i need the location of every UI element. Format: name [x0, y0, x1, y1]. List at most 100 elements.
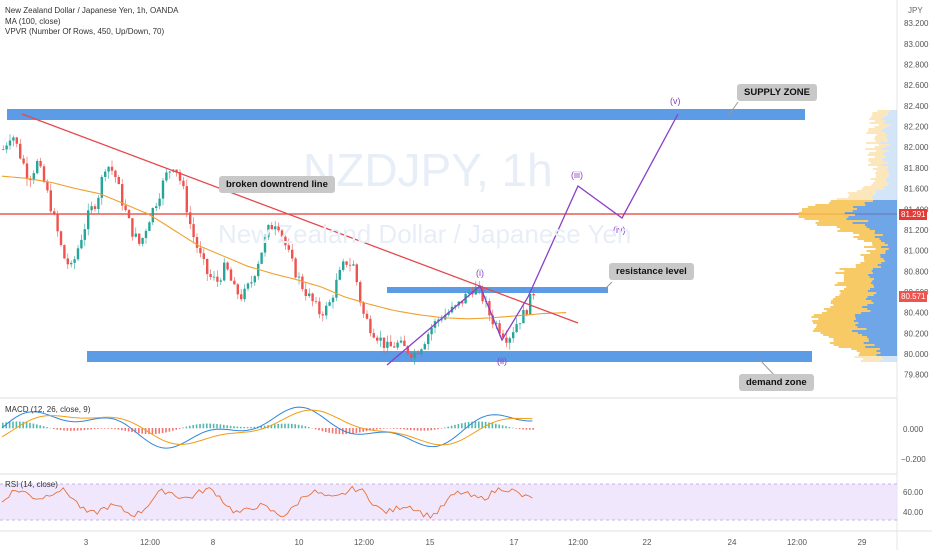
candle-body	[325, 305, 328, 316]
candle-body	[226, 262, 229, 270]
macd-hist-bar	[362, 428, 364, 432]
vpvr-bar-up	[880, 352, 897, 354]
price-tick-label: 81.600	[904, 185, 929, 194]
vpvr-bar-down	[830, 306, 863, 308]
macd-hist-bar	[32, 423, 35, 429]
macd-hist-bar	[512, 427, 514, 429]
macd-hist-bar	[410, 428, 412, 431]
macd-hist-bar	[355, 428, 358, 434]
candle-body	[274, 226, 277, 230]
vpvr-bar-down	[820, 332, 858, 334]
vpvr-bar-up	[853, 206, 897, 208]
candle-body	[440, 319, 443, 321]
downtrend-line[interactable]	[21, 113, 579, 324]
candle-body	[314, 301, 318, 303]
macd-legend[interactable]: MACD (12, 26, close, 9)	[5, 405, 91, 414]
currency-label[interactable]: JPY	[908, 6, 923, 15]
symbol-title[interactable]: New Zealand Dollar / Japanese Yen, 1h, O…	[5, 6, 179, 15]
vpvr-bar-down	[830, 302, 874, 304]
macd-hist-bar	[168, 428, 171, 432]
vpvr-bar-up	[882, 118, 897, 120]
vpvr-bar-up	[883, 358, 897, 360]
vpvr-bar-up	[876, 190, 897, 192]
price-tick-label: 83.000	[904, 40, 929, 49]
candle-body	[97, 197, 100, 209]
time-tick-label: 12:00	[140, 538, 161, 547]
macd-hist-bar	[508, 426, 511, 429]
vpvr-bar-up	[852, 210, 897, 212]
vpvr-bar-up	[855, 324, 897, 326]
supply-zone-rect[interactable]	[7, 109, 805, 120]
demand-zone-callout[interactable]: demand zone	[739, 374, 814, 391]
candle-body	[216, 276, 219, 282]
macd-hist-bar	[284, 423, 286, 429]
candle-body	[134, 233, 137, 237]
vpvr-bar-up	[872, 280, 897, 282]
vpvr-bar-up	[864, 202, 897, 204]
macd-hist-bar	[389, 428, 392, 429]
resistance-rect[interactable]	[387, 287, 608, 293]
vpvr-bar-down	[871, 184, 888, 186]
price-tick-label: 80.200	[904, 329, 929, 338]
vpvr-bar-up	[877, 264, 897, 266]
downtrend-callout[interactable]: broken downtrend line	[219, 176, 335, 193]
price-axis[interactable]: 83.200 83.000 82.800 82.600 82.400 82.200 82.0…	[904, 19, 929, 379]
vpvr-bar-down	[868, 158, 883, 160]
vpvr-bar-up	[865, 204, 897, 206]
resistance-callout[interactable]: resistance level	[609, 263, 694, 280]
candle-body	[474, 286, 477, 295]
macd-hist-bar	[406, 428, 409, 430]
vpvr-bar-up	[866, 328, 897, 330]
candle-body	[66, 258, 69, 265]
vpvr-bar-down	[876, 174, 890, 176]
macd-hist-bar	[134, 428, 137, 433]
time-tick-label: 29	[858, 538, 867, 547]
macd-hist-bar	[393, 428, 395, 429]
rsi-legend[interactable]: RSI (14, close)	[5, 480, 58, 489]
vpvr-bar-up	[885, 178, 897, 180]
macd-hist-bar	[53, 428, 55, 429]
macd-hist-bar	[498, 424, 500, 429]
vpvr-bar-down	[846, 286, 875, 288]
ma-indicator-label[interactable]: MA (100, close)	[5, 16, 61, 26]
volume-profile	[798, 110, 897, 362]
vpvr-bar-down	[839, 290, 868, 292]
macd-hist-bar	[277, 423, 279, 429]
vpvr-bar-up	[874, 286, 897, 288]
candle-body	[182, 180, 185, 187]
candle-body	[389, 341, 392, 347]
vpvr-bar-up	[873, 294, 897, 296]
vpvr-bar-down	[833, 340, 869, 342]
vpvr-bar-up	[884, 188, 897, 190]
vpvr-bar-up	[881, 130, 897, 132]
vpvr-bar-down	[874, 126, 887, 128]
vpvr-bar-up	[888, 150, 897, 152]
vpvr-bar-down	[812, 330, 852, 332]
macd-line	[1, 406, 533, 449]
candle-body	[192, 224, 195, 238]
candle-body	[185, 186, 188, 213]
candle-body	[90, 206, 93, 211]
vpvr-bar-down	[816, 326, 858, 328]
macd-hist-bar	[29, 422, 31, 429]
macd-hist-bar	[348, 428, 351, 434]
macd-hist-bar	[318, 428, 320, 431]
wave-path[interactable]	[386, 113, 679, 366]
macd-signal-line	[1, 409, 533, 446]
vpvr-bar-down	[843, 278, 875, 280]
vpvr-bar-down	[853, 236, 875, 238]
time-axis[interactable]: 3 12:00 8 10 12:00 15 17 12:00 22 24 12:00 29	[84, 538, 867, 547]
vpvr-indicator-label[interactable]: VPVR (Number Of Rows, 450, Up/Down, 70)	[5, 27, 165, 36]
candle-body	[508, 338, 511, 343]
vpvr-bar-down	[866, 142, 881, 144]
vpvr-bar-down	[815, 222, 853, 224]
demand-zone-rect[interactable]	[87, 351, 812, 362]
candle-body	[209, 274, 212, 278]
supply-zone-callout[interactable]: SUPPLY ZONE	[737, 84, 817, 101]
macd-hist-bar	[5, 422, 7, 429]
vpvr-bar-down	[833, 304, 868, 306]
vpvr-bar-up	[869, 276, 897, 278]
macd-hist-bar	[172, 428, 174, 431]
candle-body	[382, 337, 386, 348]
